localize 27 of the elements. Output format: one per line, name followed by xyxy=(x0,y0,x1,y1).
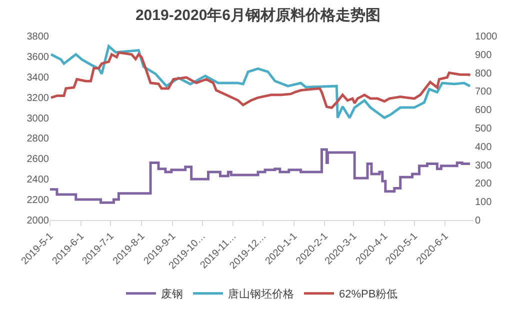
y-tick-label: 2200 xyxy=(26,195,50,206)
legend-label: 唐山钢坯价格 xyxy=(228,288,294,301)
line-series xyxy=(50,44,472,120)
y2-tick-label: 200 xyxy=(475,178,492,190)
y-tick-label: 2800 xyxy=(26,134,50,145)
legend-label: 62%PB粉低 xyxy=(339,288,398,301)
y-tick-label: 2000 xyxy=(26,216,50,226)
y-tick-label: 2400 xyxy=(26,174,50,186)
y2-tick-label: 1000 xyxy=(475,32,498,42)
y-tick-label: 2600 xyxy=(26,154,50,166)
y-tick-label: 3600 xyxy=(26,52,50,63)
y-tick-label: 3800 xyxy=(26,32,50,42)
y2-tick-label: 500 xyxy=(475,124,492,134)
y2-tick-label: 0 xyxy=(475,216,481,226)
y2-tick-label: 800 xyxy=(475,68,492,80)
y2-tick-label: 300 xyxy=(475,160,492,172)
y2-tick-label: 700 xyxy=(475,86,492,98)
y-tick-label: 3200 xyxy=(26,92,50,104)
legend-label: 废钢 xyxy=(161,288,183,301)
y2-tick-label: 900 xyxy=(475,50,492,61)
y-tick-label: 3000 xyxy=(26,113,50,124)
y-tick-label: 3400 xyxy=(26,72,50,84)
y2-tick-label: 600 xyxy=(475,105,492,116)
line-series xyxy=(50,51,472,110)
chart-title: 2019-2020年6月钢材原料价格走势图 xyxy=(135,7,381,24)
y2-tick-label: 400 xyxy=(475,142,492,153)
y2-tick-label: 100 xyxy=(475,197,492,208)
